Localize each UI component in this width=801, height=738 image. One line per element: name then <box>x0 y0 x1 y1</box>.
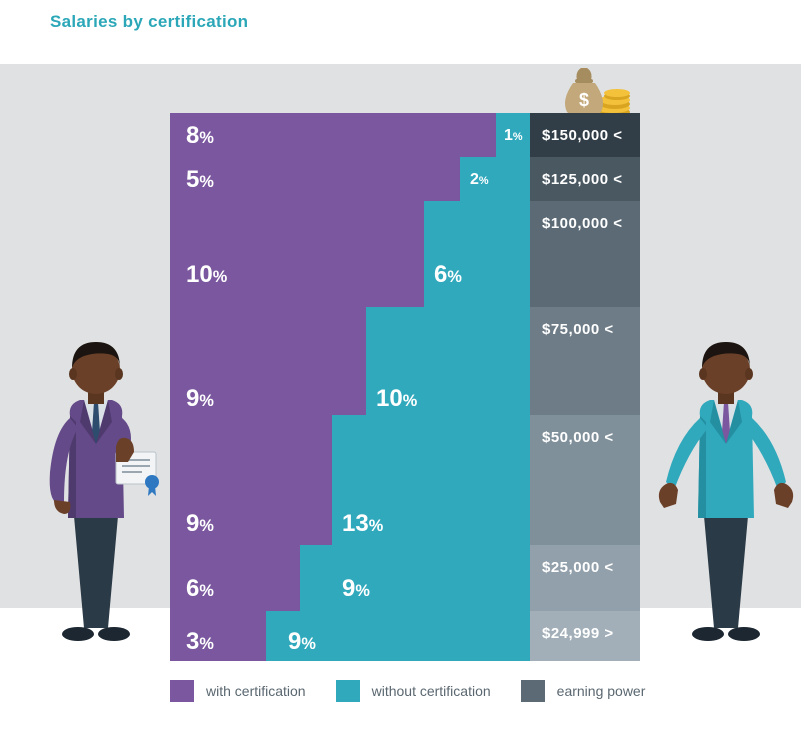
legend-label: with certification <box>206 683 306 699</box>
pct-without-cert: 1% <box>504 127 523 145</box>
pct-with-cert: 9% <box>186 510 214 538</box>
pct-without-cert: 9% <box>342 575 370 603</box>
bar-earning-band <box>530 545 640 611</box>
bar-with-cert <box>170 611 266 661</box>
band-label: $75,000 < <box>542 321 614 338</box>
person-without-cert-icon <box>654 332 799 642</box>
chart-legend: with certification without certification e… <box>170 680 645 702</box>
pct-without-cert: 10% <box>376 385 417 413</box>
legend-item: with certification <box>170 680 306 702</box>
pct-with-cert: 6% <box>186 575 214 603</box>
pct-with-cert: 5% <box>186 166 214 194</box>
legend-swatch <box>336 680 360 702</box>
pct-with-cert: 8% <box>186 122 214 150</box>
band-label: $25,000 < <box>542 559 614 576</box>
svg-text:$: $ <box>579 90 589 110</box>
money-bag-icon: $ <box>555 66 635 118</box>
chart-row: 9% 10% $75,000 < <box>170 307 640 415</box>
band-label: $150,000 < <box>542 127 623 144</box>
pct-with-cert: 9% <box>186 385 214 413</box>
bar-without-cert <box>300 545 530 611</box>
pct-without-cert: 13% <box>342 510 383 538</box>
band-label: $50,000 < <box>542 429 614 446</box>
band-label: $24,999 > <box>542 625 614 642</box>
band-label: $100,000 < <box>542 215 623 232</box>
pct-without-cert: 2% <box>470 171 489 189</box>
legend-item: without certification <box>336 680 491 702</box>
bar-with-cert <box>170 201 424 307</box>
chart-row: 3% 9% $24,999 > <box>170 611 640 661</box>
bar-without-cert <box>424 201 530 307</box>
legend-item: earning power <box>521 680 646 702</box>
chart-row: 5% 2% $125,000 < <box>170 157 640 201</box>
chart-title: Salaries by certification <box>50 12 248 32</box>
bar-with-cert <box>170 113 496 157</box>
legend-swatch <box>521 680 545 702</box>
pct-without-cert: 9% <box>288 628 316 656</box>
pct-with-cert: 10% <box>186 261 227 289</box>
legend-label: without certification <box>372 683 491 699</box>
legend-label: earning power <box>557 683 646 699</box>
pct-without-cert: 6% <box>434 261 462 289</box>
salary-chart: 8% 1% $150,000 < 5% 2% $125,000 < 10% 6% $100,00… <box>170 113 640 661</box>
chart-row: 6% 9% $25,000 < <box>170 545 640 611</box>
pct-with-cert: 3% <box>186 628 214 656</box>
legend-swatch <box>170 680 194 702</box>
person-with-cert-icon <box>24 332 169 642</box>
band-label: $125,000 < <box>542 171 623 188</box>
chart-row: 8% 1% $150,000 < <box>170 113 640 157</box>
chart-row: 9% 13% $50,000 < <box>170 415 640 545</box>
chart-row: 10% 6% $100,000 < <box>170 201 640 307</box>
